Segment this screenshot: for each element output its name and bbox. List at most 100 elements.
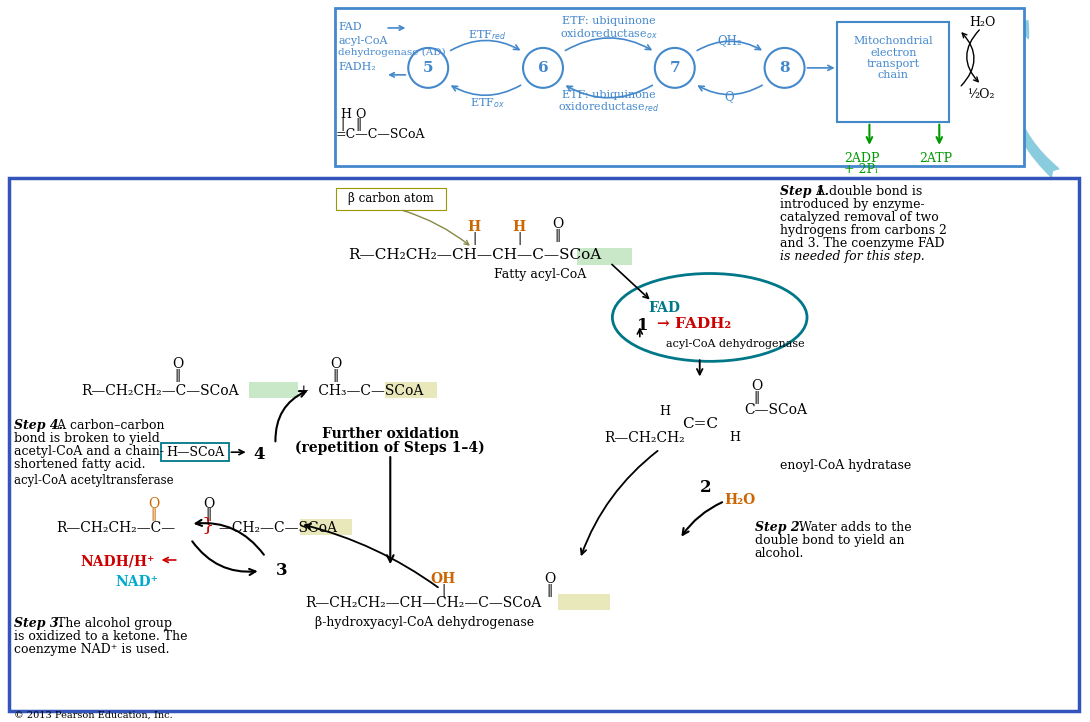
Text: Fatty acyl-CoA: Fatty acyl-CoA	[494, 268, 586, 281]
Text: introduced by enzyme-: introduced by enzyme-	[779, 198, 924, 211]
Bar	[249, 383, 299, 399]
Text: 6: 6	[537, 61, 548, 75]
Bar	[577, 248, 632, 264]
Text: shortened fatty acid.: shortened fatty acid.	[14, 458, 145, 471]
Text: is oxidized to a ketone. The: is oxidized to a ketone. The	[14, 630, 187, 643]
Text: QH₂: QH₂	[717, 34, 742, 47]
Bar	[337, 188, 446, 209]
Text: → FADH₂: → FADH₂	[657, 318, 731, 331]
Text: Step 3.: Step 3.	[14, 617, 63, 630]
Text: |: |	[441, 584, 446, 597]
Text: —CH₂—C—SCoA: —CH₂—C—SCoA	[219, 521, 338, 535]
Text: R—CH₂CH₂—C—SCoA: R—CH₂CH₂—C—SCoA	[81, 384, 239, 399]
Text: alcohol.: alcohol.	[754, 547, 804, 560]
Text: H: H	[659, 405, 670, 418]
Text: A double bond is: A double bond is	[812, 185, 922, 198]
Bar	[385, 383, 437, 399]
Text: R—CH₂CH₂: R—CH₂CH₂	[604, 431, 685, 445]
Text: β-hydroxyacyl-CoA dehydrogenase: β-hydroxyacyl-CoA dehydrogenase	[315, 616, 534, 629]
Text: H—SCoA: H—SCoA	[167, 445, 225, 458]
Text: 2ATP: 2ATP	[919, 152, 953, 165]
Bar	[336, 8, 1025, 166]
Text: NADH/H⁺: NADH/H⁺	[81, 555, 155, 569]
Text: Mitochondrial: Mitochondrial	[853, 36, 933, 46]
Text: ‖: ‖	[174, 370, 181, 383]
Text: FAD: FAD	[647, 302, 680, 316]
Text: coenzyme NAD⁺ is used.: coenzyme NAD⁺ is used.	[14, 643, 169, 656]
Bar	[160, 443, 229, 461]
Text: |: |	[472, 232, 476, 245]
Text: electron: electron	[870, 48, 917, 58]
Text: ‖: ‖	[206, 508, 211, 521]
Text: Further oxidation: Further oxidation	[322, 427, 459, 441]
Ellipse shape	[613, 274, 807, 361]
Text: ‖: ‖	[332, 370, 339, 383]
Text: C—SCoA: C—SCoA	[744, 404, 808, 417]
Text: |: |	[517, 232, 521, 245]
Text: ETF: ubiquinone: ETF: ubiquinone	[562, 90, 656, 100]
Text: R—CH₂CH₂—CH—CH—C—SCoA: R—CH₂CH₂—CH—CH—C—SCoA	[349, 248, 602, 261]
Text: 8: 8	[779, 61, 790, 75]
Text: enoyl-CoA hydratase: enoyl-CoA hydratase	[779, 459, 911, 472]
Text: Q: Q	[725, 90, 735, 103]
Text: FADH₂: FADH₂	[338, 62, 376, 72]
Bar	[160, 443, 229, 461]
Text: oxidoreductase$_{red}$: oxidoreductase$_{red}$	[558, 100, 659, 113]
Text: O: O	[355, 108, 366, 121]
Bar	[337, 188, 446, 209]
Text: H: H	[340, 108, 351, 121]
Bar	[301, 519, 352, 535]
Text: H: H	[468, 219, 481, 234]
Text: 5: 5	[423, 61, 434, 75]
Text: Step 1.: Step 1.	[779, 185, 828, 198]
Text: O: O	[553, 217, 564, 230]
Text: 2ADP: 2ADP	[845, 152, 880, 165]
Text: 7: 7	[669, 61, 680, 75]
Text: 1: 1	[637, 318, 649, 334]
Text: R—CH₂CH₂—C—: R—CH₂CH₂—C—	[56, 521, 175, 535]
Text: OH: OH	[431, 572, 456, 586]
Text: 3: 3	[276, 562, 287, 579]
Text: |: |	[340, 118, 344, 131]
Text: ETF$_{red}$: ETF$_{red}$	[468, 28, 506, 42]
Text: β carbon atom: β carbon atom	[349, 192, 434, 205]
Text: ‖: ‖	[150, 508, 157, 521]
Text: +  CH₃—C—SCoA: + CH₃—C—SCoA	[299, 384, 424, 399]
Text: acetyl-CoA and a chain-: acetyl-CoA and a chain-	[14, 445, 163, 458]
Text: ‖: ‖	[555, 229, 561, 242]
Text: bond is broken to yield: bond is broken to yield	[14, 432, 160, 445]
Bar	[558, 594, 610, 610]
Text: C=C: C=C	[681, 417, 717, 431]
Text: double bond to yield an: double bond to yield an	[754, 534, 904, 547]
Text: Step 4.: Step 4.	[14, 419, 63, 432]
Text: acyl-CoA acetyltransferase: acyl-CoA acetyltransferase	[14, 474, 173, 487]
Text: H: H	[729, 431, 741, 444]
Text: O: O	[172, 357, 183, 371]
Text: ½O₂: ½O₂	[967, 88, 995, 101]
Text: chain: chain	[877, 70, 909, 80]
Text: O: O	[544, 572, 556, 586]
Text: FAD: FAD	[338, 22, 362, 32]
Text: 2: 2	[700, 479, 712, 496]
Text: Step 2.: Step 2.	[754, 521, 803, 534]
Text: ETF$_{ox}$: ETF$_{ox}$	[470, 96, 505, 110]
Text: R—CH₂CH₂—CH—CH₂—C—SCoA: R—CH₂CH₂—CH—CH₂—C—SCoA	[305, 596, 542, 610]
Text: NAD⁺: NAD⁺	[116, 575, 159, 589]
Text: O: O	[751, 379, 762, 393]
Bar	[9, 178, 1079, 710]
Text: =C—C—SCoA: =C—C—SCoA	[336, 128, 425, 141]
Text: acyl-CoA dehydrogenase: acyl-CoA dehydrogenase	[666, 339, 804, 349]
Text: ‖: ‖	[753, 391, 760, 404]
Text: © 2013 Pearson Education, Inc.: © 2013 Pearson Education, Inc.	[14, 710, 172, 720]
Text: hydrogens from carbons 2: hydrogens from carbons 2	[779, 224, 946, 237]
Text: is needed for this step.: is needed for this step.	[779, 250, 924, 263]
Text: and 3. The coenzyme FAD: and 3. The coenzyme FAD	[779, 237, 944, 250]
Text: (repetition of Steps 1–4): (repetition of Steps 1–4)	[295, 440, 485, 455]
Text: O: O	[148, 497, 159, 511]
Text: A carbon–carbon: A carbon–carbon	[53, 419, 165, 432]
FancyArrowPatch shape	[1007, 20, 1058, 177]
Text: ‖: ‖	[355, 118, 362, 131]
Text: ETF: ubiquinone: ETF: ubiquinone	[562, 16, 656, 26]
Text: 4: 4	[254, 446, 265, 464]
Text: H: H	[512, 219, 525, 234]
